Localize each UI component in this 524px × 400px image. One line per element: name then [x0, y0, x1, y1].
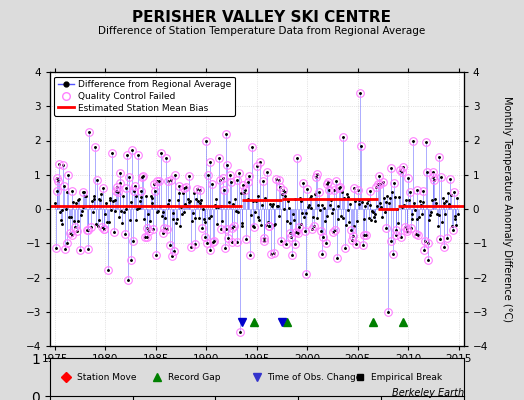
- Text: Empirical Break: Empirical Break: [370, 372, 442, 382]
- Legend: Difference from Regional Average, Quality Control Failed, Estimated Station Mean: Difference from Regional Average, Qualit…: [54, 76, 235, 116]
- Text: Berkeley Earth: Berkeley Earth: [391, 388, 464, 398]
- Text: Difference of Station Temperature Data from Regional Average: Difference of Station Temperature Data f…: [99, 26, 425, 36]
- Text: Record Gap: Record Gap: [168, 372, 220, 382]
- Y-axis label: Monthly Temperature Anomaly Difference (°C): Monthly Temperature Anomaly Difference (…: [502, 96, 512, 322]
- Text: PERISHER VALLEY SKI CENTRE: PERISHER VALLEY SKI CENTRE: [133, 10, 391, 25]
- Text: Station Move: Station Move: [77, 372, 136, 382]
- Text: Time of Obs. Change: Time of Obs. Change: [267, 372, 362, 382]
